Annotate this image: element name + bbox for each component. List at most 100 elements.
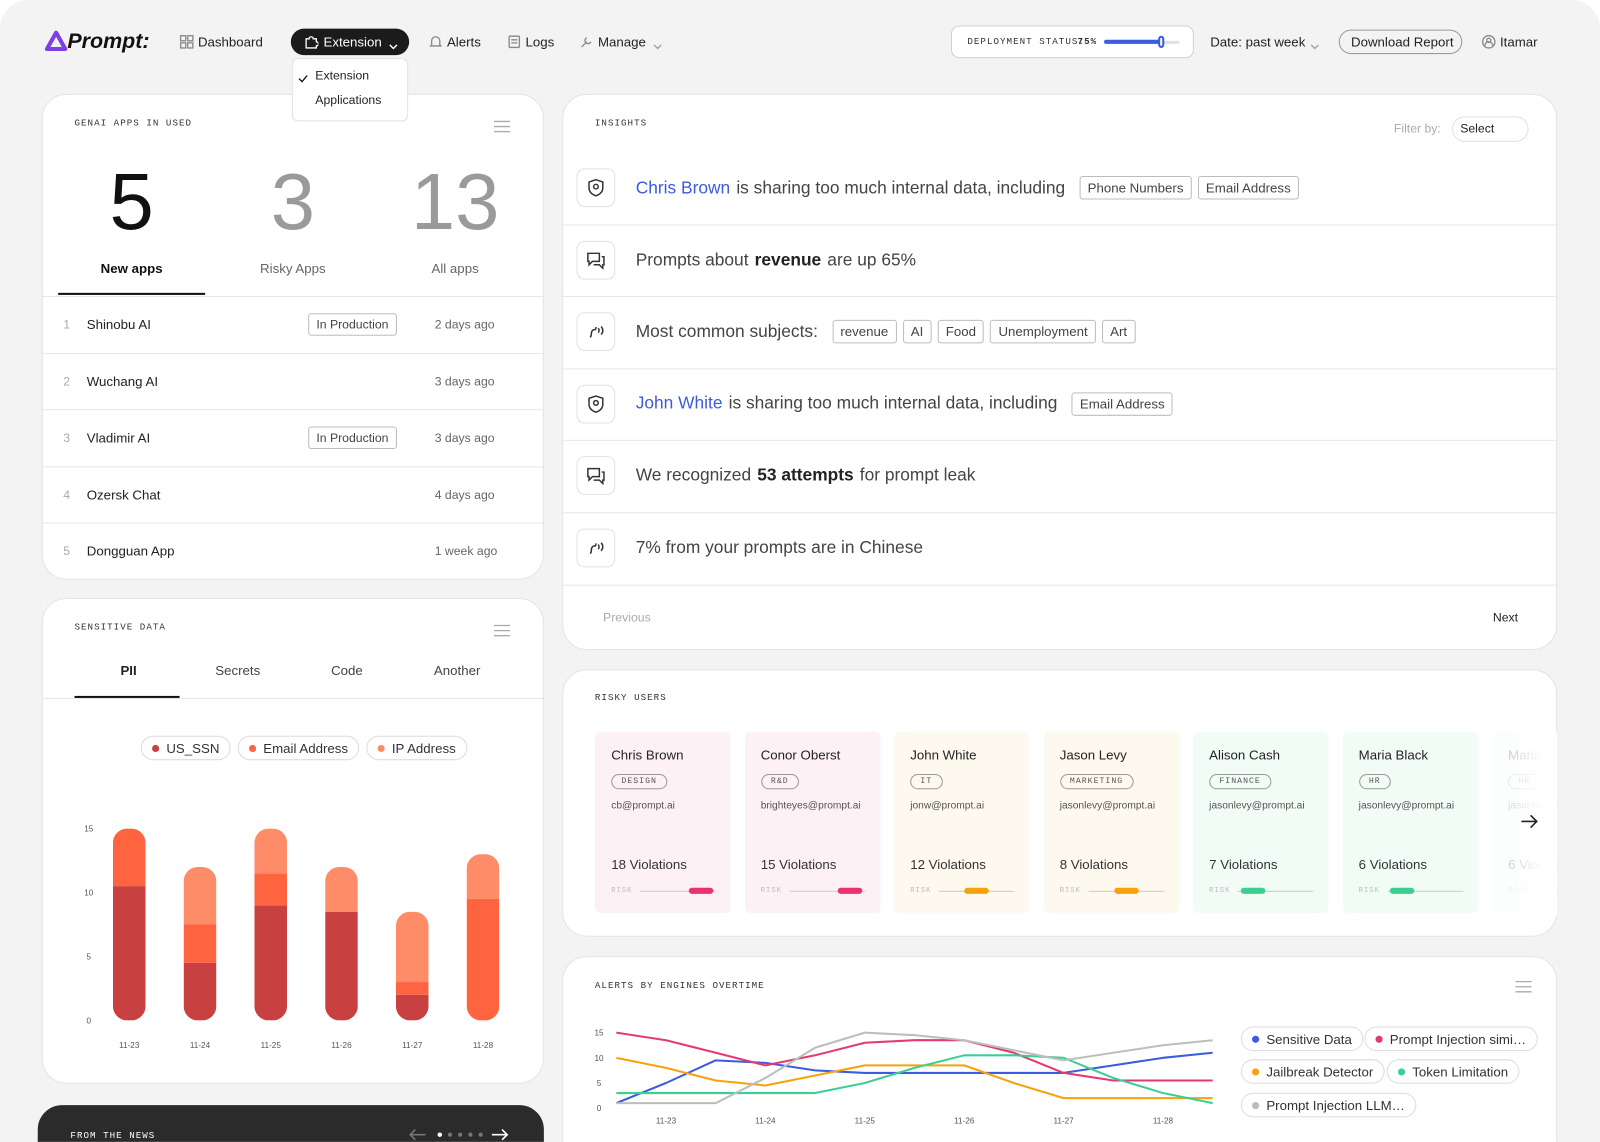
- risk-label: RISK: [760, 886, 782, 895]
- card-title: SENSITIVE DATA: [74, 622, 166, 633]
- tab-underline: [58, 292, 206, 295]
- deployment-value: 75%: [1077, 36, 1098, 47]
- x-tick-label: 11-26: [331, 1041, 352, 1050]
- insight-text: Prompts about: [635, 249, 749, 269]
- alerts-card: [562, 956, 1558, 1142]
- card-title: GENAI APPS IN USED: [74, 118, 193, 129]
- user-card: Maria Black HR jasonlevy@prompt.ai 6 Violat…: [1342, 731, 1479, 914]
- user-link[interactable]: John White: [635, 393, 723, 413]
- next-arrow[interactable]: [1519, 812, 1539, 830]
- violations: 8 Violations: [1059, 856, 1129, 872]
- line: [616, 1054, 1213, 1105]
- tab[interactable]: Another: [433, 662, 481, 679]
- user-name[interactable]: Alison Cash: [1209, 747, 1280, 763]
- alerts-icon: [429, 35, 443, 49]
- pager[interactable]: Next: [1492, 610, 1519, 625]
- pager[interactable]: Previous: [603, 610, 651, 625]
- legend-item[interactable]: US_SSN: [140, 735, 231, 761]
- app-name[interactable]: Ozersk Chat: [86, 486, 161, 503]
- stat-label[interactable]: New apps: [100, 260, 163, 277]
- stat-label[interactable]: Risky Apps: [260, 260, 326, 277]
- tag: Food: [937, 319, 985, 344]
- legend-item[interactable]: Token Limitation: [1386, 1059, 1520, 1084]
- divider: [562, 295, 1558, 297]
- risk-bar: [688, 887, 713, 894]
- nav-item[interactable]: Dashboard: [197, 34, 263, 50]
- dropdown-item[interactable]: Applications: [315, 92, 382, 108]
- nav-item[interactable]: Manage: [597, 34, 646, 50]
- row-index: 5: [63, 543, 71, 559]
- chevron: [389, 38, 398, 50]
- check: [298, 70, 308, 83]
- insight-bold: 53 attempts: [757, 465, 854, 485]
- legend-item[interactable]: Email Address: [237, 735, 360, 761]
- tab[interactable]: Secrets: [215, 662, 261, 679]
- insight-icon: [576, 312, 616, 352]
- filter-select[interactable]: [1452, 116, 1529, 142]
- menu-icon[interactable]: [493, 119, 511, 133]
- bar-segment: [254, 873, 288, 906]
- nav-item[interactable]: Alerts: [446, 34, 481, 50]
- tag: Email Address: [1197, 176, 1299, 200]
- line: [615, 1051, 1213, 1105]
- nav-item[interactable]: Extension: [323, 34, 382, 50]
- x-tick-label: 11-27: [1053, 1116, 1074, 1125]
- y-tick-label: 15: [84, 825, 94, 834]
- app-name[interactable]: Wuchang AI: [86, 373, 159, 389]
- menu-icon[interactable]: [493, 623, 511, 637]
- tab[interactable]: Code: [331, 662, 363, 679]
- insight-row: John White is sharing too much internal d…: [635, 391, 1173, 416]
- slider-fill: [1104, 39, 1161, 44]
- user-name[interactable]: Jason Levy: [1059, 747, 1127, 763]
- stat-label[interactable]: All apps: [431, 260, 479, 277]
- divider: [41, 522, 544, 524]
- dropdown: [291, 58, 409, 122]
- bar-segment: [466, 854, 500, 899]
- divider: [41, 295, 544, 297]
- time-ago: 3 days ago: [434, 373, 495, 389]
- user-email: jonw@prompt.ai: [910, 800, 985, 812]
- dashboard-icon: [179, 35, 194, 49]
- x-tick-label: 11-23: [119, 1041, 140, 1050]
- user-strip: Chris Brown DESIGN cb@prompt.ai 18 Violatio…: [594, 731, 1558, 916]
- app-name[interactable]: Dongguan App: [86, 543, 175, 559]
- insight-text: 7% from your prompts are in Chinese: [635, 537, 924, 557]
- legend-dot: [1252, 1101, 1260, 1109]
- user-card: Chris Brown DESIGN cb@prompt.ai 18 Violatio…: [594, 731, 731, 914]
- legend-item[interactable]: Sensitive Data: [1240, 1026, 1364, 1052]
- user-email: jasonlevy@prompt.ai: [1358, 800, 1455, 812]
- legend-item[interactable]: Jailbreak Detector: [1240, 1059, 1385, 1084]
- nav-item[interactable]: Logs: [525, 34, 555, 50]
- insight-icon: [576, 528, 616, 567]
- legend-item[interactable]: Prompt Injection simi…: [1364, 1026, 1538, 1052]
- user-name[interactable]: Itamar: [1499, 34, 1538, 50]
- app-name[interactable]: Vladimir AI: [86, 430, 151, 446]
- legend-label: US_SSN: [166, 740, 220, 756]
- dropdown-item[interactable]: Extension: [315, 68, 370, 83]
- extension-icon: [304, 35, 320, 49]
- x-tick-label: 11-28: [1153, 1116, 1174, 1125]
- tab[interactable]: PII: [120, 662, 137, 679]
- filter-value[interactable]: Select: [1460, 121, 1495, 136]
- violations: 18 Violations: [611, 856, 687, 872]
- x-tick-label: 11-26: [954, 1116, 975, 1125]
- user-name[interactable]: John White: [910, 747, 977, 763]
- user-name[interactable]: Maria Black: [1358, 747, 1428, 763]
- bar-segment: [254, 905, 288, 1021]
- legend-item[interactable]: IP Address: [366, 735, 467, 761]
- legend-dot: [248, 744, 257, 752]
- legend-dot: [1397, 1067, 1406, 1075]
- user-link[interactable]: Chris Brown: [635, 177, 731, 197]
- download-button[interactable]: [1338, 29, 1463, 55]
- legend-item[interactable]: Prompt Injection LLM…: [1240, 1092, 1417, 1118]
- slider-knob[interactable]: [1157, 35, 1164, 48]
- app-name[interactable]: Shinobu AI: [86, 316, 151, 333]
- risk-track: [1387, 890, 1463, 892]
- menu-icon[interactable]: [1515, 980, 1532, 993]
- date-filter[interactable]: Date: past week: [1210, 34, 1306, 50]
- line: [616, 1031, 1213, 1105]
- dept-tag: IT: [910, 773, 943, 790]
- user-name[interactable]: Chris Brown: [611, 747, 684, 763]
- user-name[interactable]: Conor Oberst: [760, 747, 841, 763]
- download-label[interactable]: Download Report: [1351, 34, 1454, 50]
